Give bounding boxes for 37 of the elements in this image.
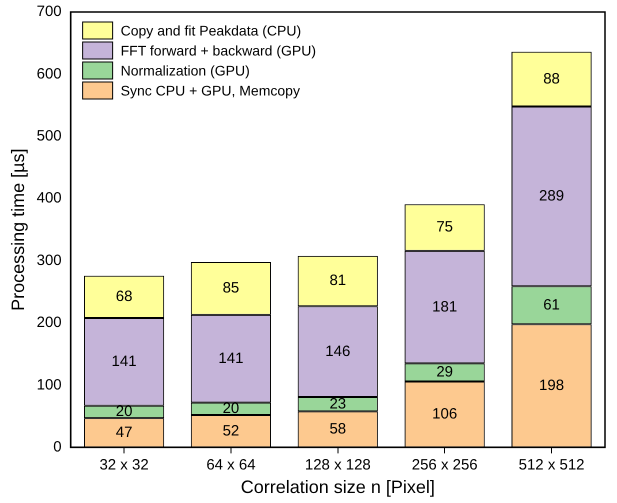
data-label: 141 <box>112 353 137 370</box>
y-axis-title: Processing time [µs] <box>8 148 28 311</box>
x-tick-label: 256 x 256 <box>412 456 478 474</box>
data-label: 52 <box>222 422 240 440</box>
data-label: 29 <box>436 364 454 381</box>
data-label: 58 <box>329 420 346 438</box>
data-label: 85 <box>222 280 240 297</box>
data-label: 61 <box>543 296 560 314</box>
y-tick-label: 200 <box>36 314 62 332</box>
data-label: 181 <box>432 298 458 316</box>
data-label: 146 <box>325 342 350 360</box>
data-label: 68 <box>116 288 132 306</box>
legend-label: Normalization (GPU) <box>120 62 250 78</box>
data-label: 289 <box>539 188 564 205</box>
data-label: 198 <box>539 376 564 394</box>
data-label: 75 <box>436 218 454 236</box>
x-tick-label: 64 x 64 <box>206 456 256 474</box>
y-tick-label: 0 <box>53 438 62 456</box>
y-tick-label: 700 <box>36 3 62 20</box>
y-tick-label: 100 <box>36 376 62 394</box>
data-label: 88 <box>543 70 560 88</box>
x-tick-label: 512 x 512 <box>518 456 585 474</box>
y-tick-label: 300 <box>36 252 62 269</box>
y-tick-label: 500 <box>36 128 62 145</box>
x-tick-label: 32 x 32 <box>99 456 149 474</box>
legend-label: Sync CPU + GPU, Memcopy <box>120 82 300 98</box>
data-label: 47 <box>116 424 132 441</box>
y-tick-label: 400 <box>36 190 62 207</box>
x-axis-title: Correlation size n [Pixel] <box>240 477 435 498</box>
data-label: 23 <box>329 395 346 412</box>
data-label: 141 <box>218 350 244 367</box>
data-label: 81 <box>329 272 346 290</box>
y-tick-label: 600 <box>36 65 62 82</box>
x-tick-label: 128 x 128 <box>304 456 371 474</box>
data-label: 106 <box>432 406 458 423</box>
legend-label: FFT forward + backward (GPU) <box>120 42 316 58</box>
legend-label: Copy and fit Peakdata (CPU) <box>120 22 302 38</box>
